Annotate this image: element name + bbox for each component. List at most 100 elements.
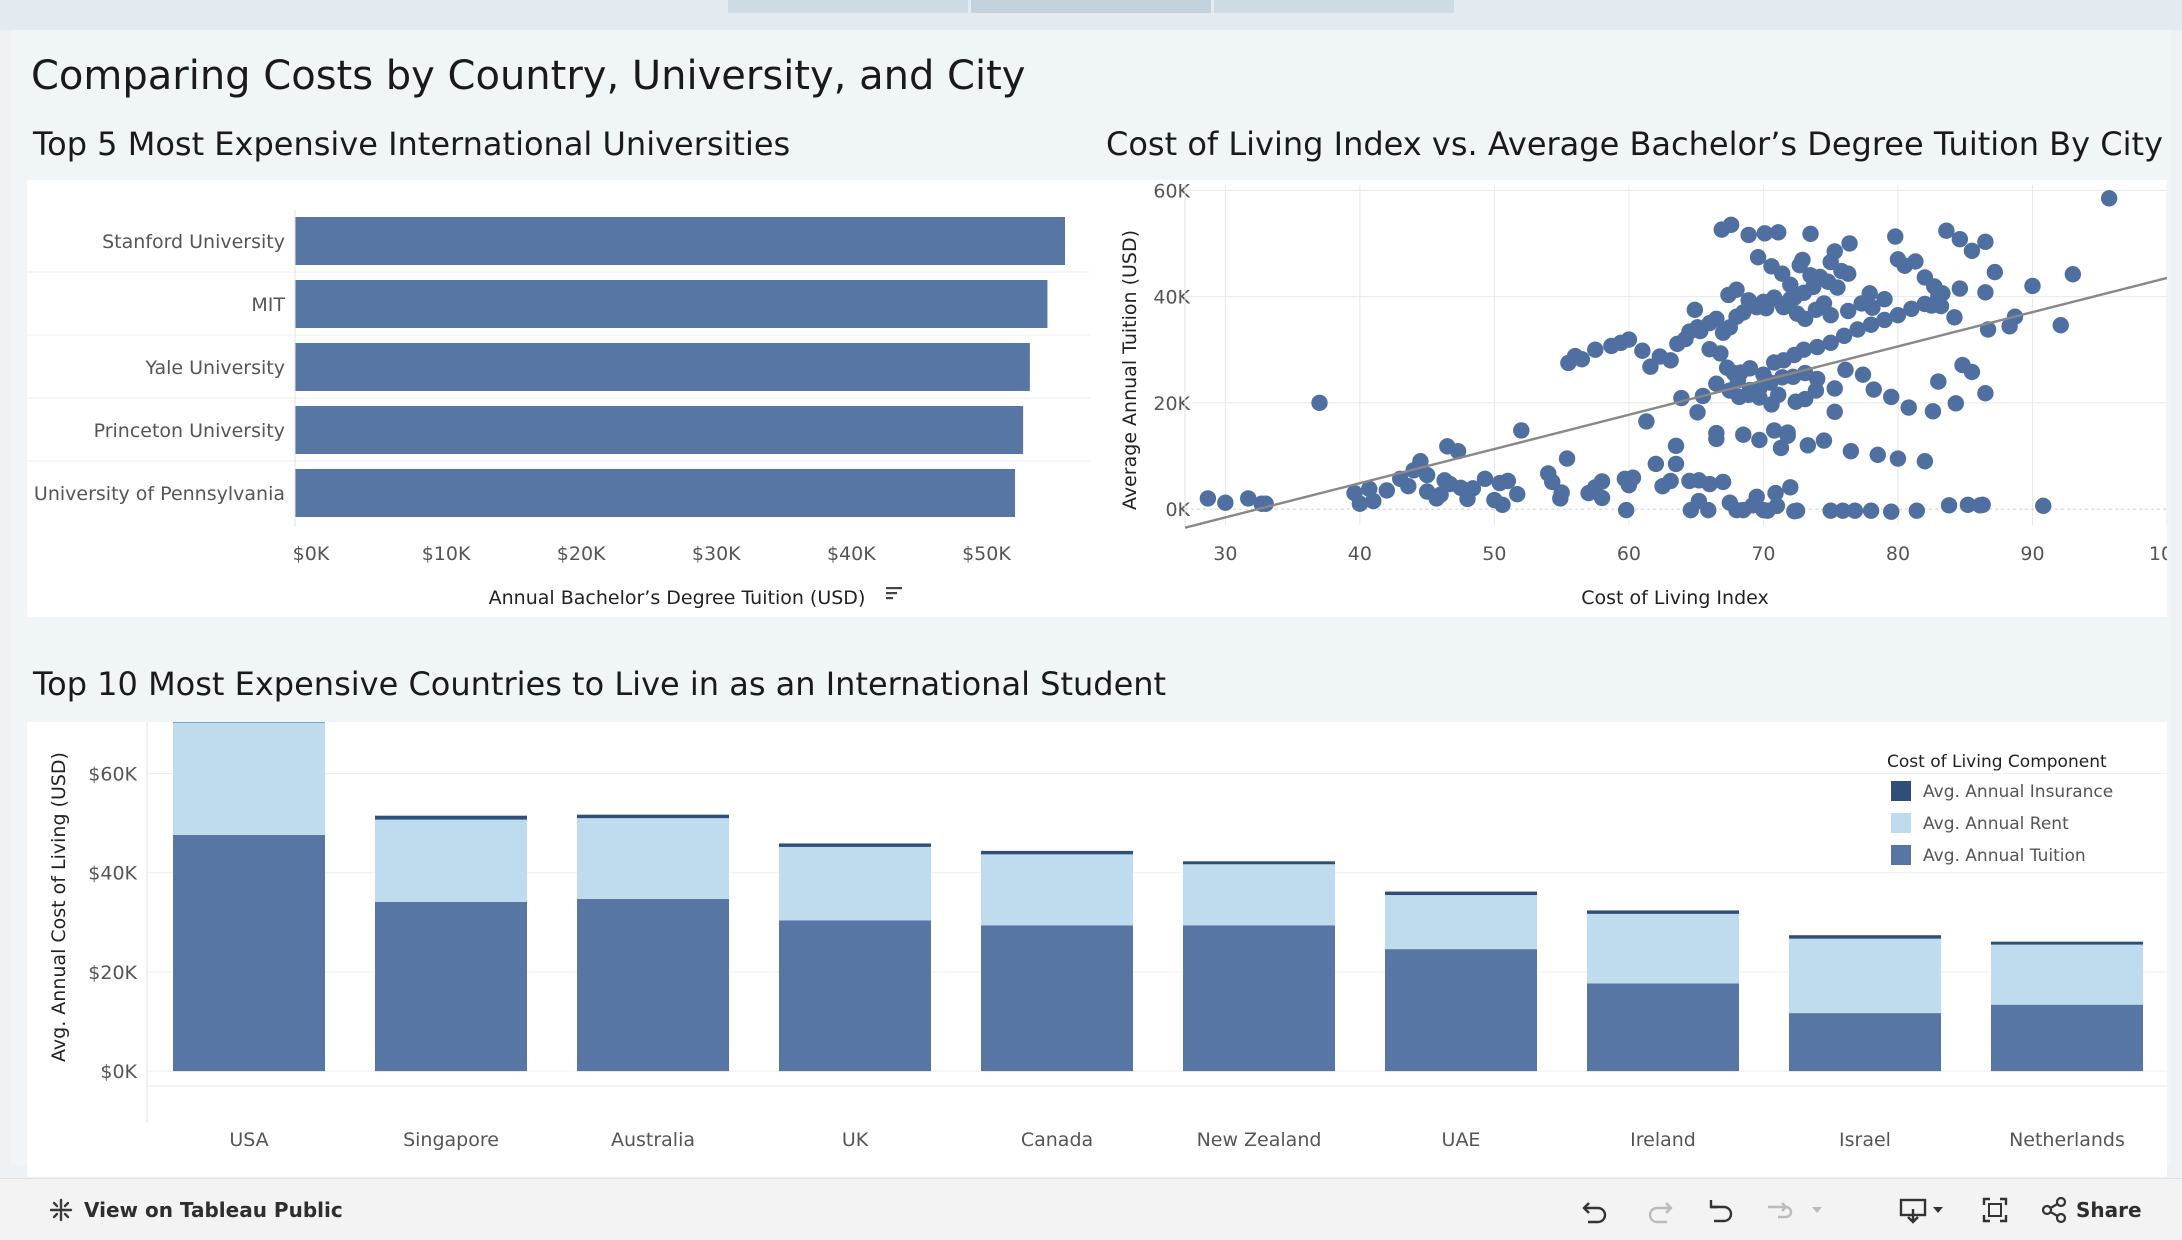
city-point[interactable]	[1740, 226, 1757, 244]
country-bar-segment[interactable]	[981, 850, 1133, 855]
city-point[interactable]	[1834, 502, 1852, 519]
country-bar-segment[interactable]	[1789, 1013, 1941, 1072]
university-bar[interactable]	[295, 343, 1030, 391]
city-point[interactable]	[1896, 257, 1913, 274]
country-bar-segment[interactable]	[1587, 983, 1739, 1072]
country-bar-segment[interactable]	[1183, 925, 1335, 1072]
city-point[interactable]	[1782, 479, 1799, 496]
city-point[interactable]	[2064, 266, 2082, 283]
refresh-dropdown-button[interactable]	[1810, 1193, 1824, 1227]
city-point[interactable]	[1826, 403, 1843, 421]
city-point[interactable]	[1378, 482, 1395, 499]
city-point[interactable]	[1618, 501, 1635, 519]
city-point[interactable]	[1662, 352, 1679, 369]
city-point[interactable]	[1708, 424, 1725, 442]
refresh-button[interactable]	[1764, 1193, 1794, 1227]
city-point[interactable]	[1667, 455, 1685, 473]
city-point[interactable]	[1432, 486, 1449, 503]
city-point[interactable]	[1686, 301, 1704, 319]
university-bar[interactable]	[295, 217, 1065, 265]
city-point[interactable]	[1740, 292, 1757, 309]
city-point[interactable]	[1701, 475, 1718, 493]
city-point[interactable]	[1240, 490, 1257, 507]
city-point[interactable]	[1718, 359, 1736, 376]
city-point[interactable]	[1841, 235, 1858, 252]
city-point[interactable]	[1916, 453, 1934, 470]
country-bar-segment[interactable]	[779, 920, 931, 1072]
city-point[interactable]	[1926, 278, 1943, 295]
city-point[interactable]	[1822, 334, 1839, 351]
city-point[interactable]	[1620, 331, 1638, 348]
download-button[interactable]	[1898, 1193, 1946, 1227]
city-point[interactable]	[1883, 388, 1900, 406]
city-point[interactable]	[1749, 249, 1767, 266]
city-point[interactable]	[1974, 496, 1991, 514]
country-bar-segment[interactable]	[1991, 1004, 2143, 1072]
city-point[interactable]	[1930, 373, 1947, 390]
city-point[interactable]	[1822, 502, 1839, 519]
city-point[interactable]	[1842, 442, 1860, 460]
country-bar-segment[interactable]	[1385, 895, 1537, 950]
city-point[interactable]	[1791, 257, 1808, 274]
city-point[interactable]	[1712, 345, 1729, 362]
city-point[interactable]	[1862, 316, 1880, 333]
city-point[interactable]	[1735, 304, 1752, 321]
country-bar-segment[interactable]	[779, 843, 931, 847]
city-point[interactable]	[1807, 382, 1825, 399]
city-point[interactable]	[1839, 302, 1857, 320]
fullscreen-button[interactable]	[1980, 1193, 2010, 1227]
city-point[interactable]	[1846, 502, 1864, 519]
country-bar-segment[interactable]	[577, 818, 729, 900]
city-point[interactable]	[1977, 385, 1994, 402]
city-point[interactable]	[1829, 279, 1846, 296]
city-point[interactable]	[1400, 478, 1417, 495]
city-point[interactable]	[1876, 311, 1893, 329]
country-bar-segment[interactable]	[173, 722, 325, 836]
city-point[interactable]	[1558, 450, 1576, 467]
tab-3[interactable]	[1214, 0, 1454, 13]
city-point[interactable]	[1889, 450, 1907, 467]
legend-swatch[interactable]	[1891, 781, 1911, 801]
city-point[interactable]	[1647, 455, 1665, 473]
city-point[interactable]	[1951, 280, 1969, 297]
city-point[interactable]	[1552, 490, 1569, 507]
city-point[interactable]	[1768, 497, 1786, 515]
legend-swatch[interactable]	[1891, 845, 1911, 865]
country-bar-segment[interactable]	[1385, 949, 1537, 1072]
country-bar-segment[interactable]	[1587, 910, 1739, 914]
city-point[interactable]	[1365, 492, 1382, 510]
country-bar-segment[interactable]	[981, 925, 1133, 1072]
city-point[interactable]	[1865, 381, 1882, 398]
city-point[interactable]	[1963, 363, 1981, 381]
legend-label[interactable]: Avg. Annual Rent	[1923, 814, 2069, 834]
city-point[interactable]	[1947, 395, 1965, 412]
city-point[interactable]	[1476, 470, 1494, 487]
city-point[interactable]	[1544, 473, 1561, 491]
city-point[interactable]	[1837, 361, 1854, 379]
city-point[interactable]	[1593, 489, 1611, 507]
city-point[interactable]	[1900, 399, 1917, 416]
city-point[interactable]	[1667, 437, 1685, 455]
city-point[interactable]	[1700, 501, 1717, 519]
city-point[interactable]	[1756, 225, 1773, 242]
city-point[interactable]	[1624, 469, 1642, 486]
city-point[interactable]	[1835, 327, 1853, 345]
city-point[interactable]	[1199, 490, 1217, 507]
city-point[interactable]	[1986, 263, 2004, 281]
university-bar[interactable]	[295, 469, 1016, 517]
university-bar[interactable]	[295, 280, 1048, 328]
city-point[interactable]	[1412, 453, 1429, 470]
country-bar-segment[interactable]	[375, 901, 527, 1072]
city-point[interactable]	[1854, 366, 1872, 383]
city-point[interactable]	[1722, 216, 1740, 234]
city-point[interactable]	[1977, 233, 1994, 251]
legend-swatch[interactable]	[1891, 813, 1911, 833]
city-point[interactable]	[1903, 300, 1920, 317]
city-point[interactable]	[1963, 242, 1981, 260]
university-bar[interactable]	[295, 406, 1024, 454]
country-bar-segment[interactable]	[1991, 941, 2143, 945]
city-point[interactable]	[1692, 322, 1709, 340]
city-point[interactable]	[1662, 472, 1679, 490]
city-point[interactable]	[1464, 480, 1482, 497]
city-point[interactable]	[1351, 495, 1369, 512]
